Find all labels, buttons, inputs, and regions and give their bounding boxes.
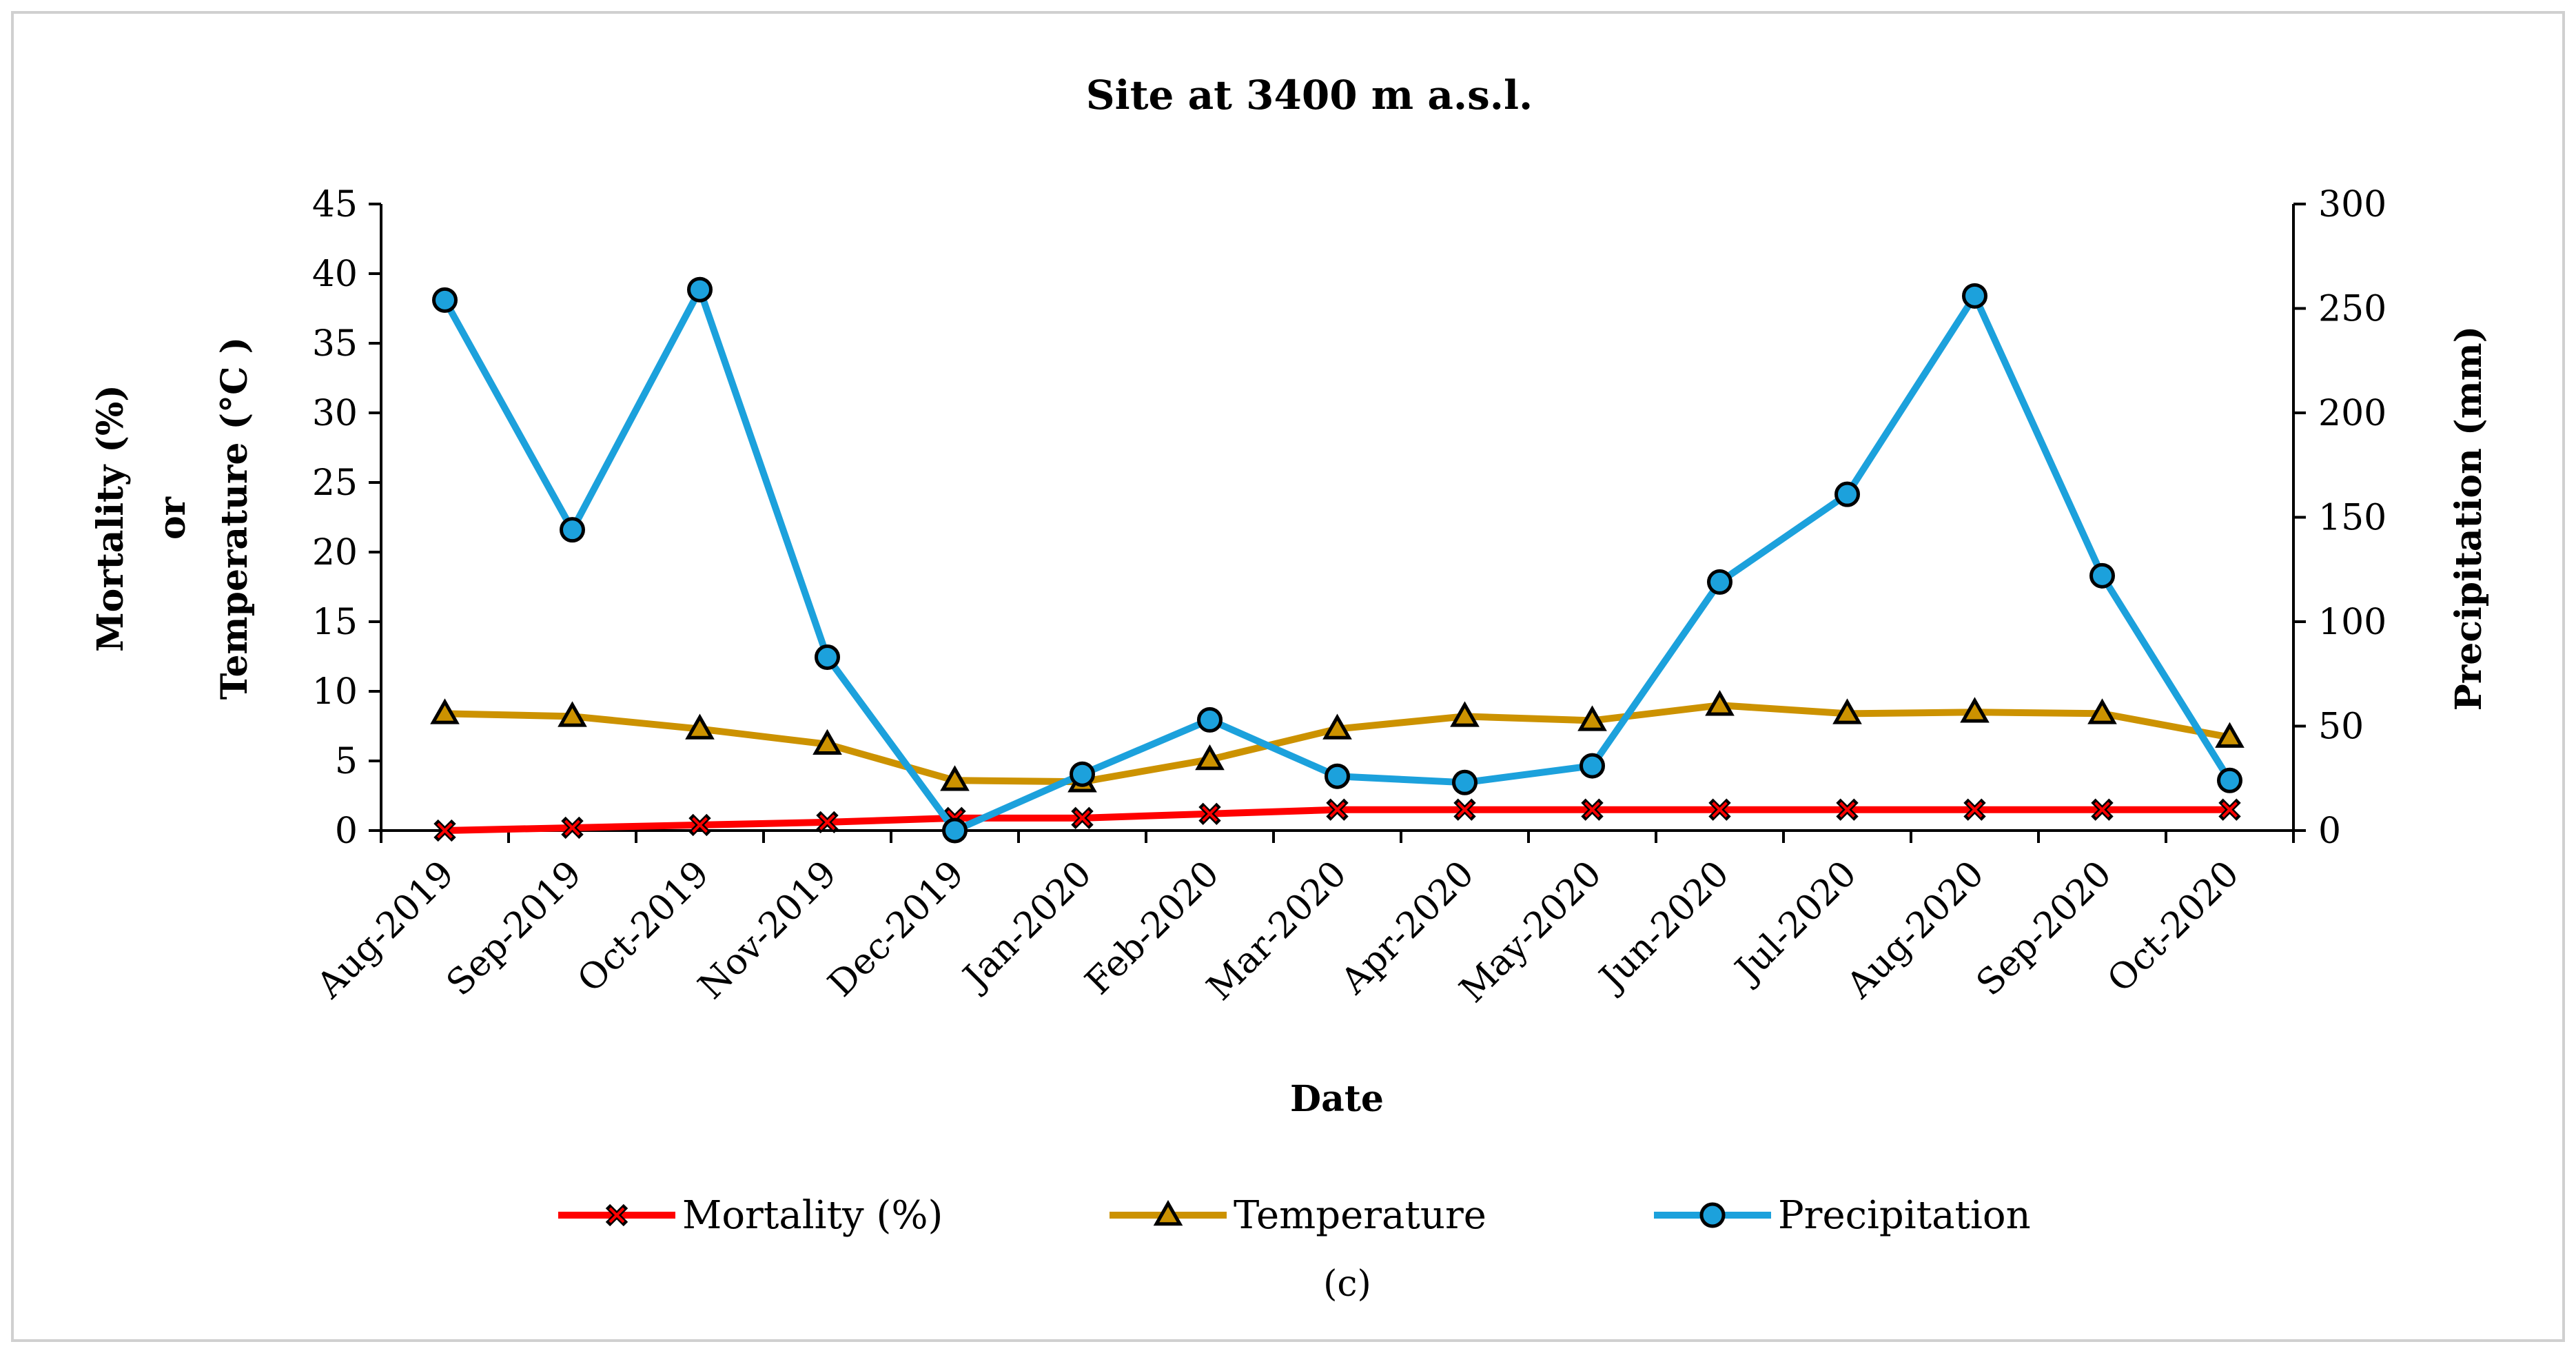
y-left-tick-label: 20 bbox=[312, 532, 358, 573]
data-point-mortality bbox=[2218, 798, 2241, 821]
x-marker-stroke bbox=[819, 814, 835, 831]
data-point-precipitation bbox=[1580, 753, 1605, 779]
data-point-mortality bbox=[561, 816, 584, 840]
data-point-precipitation bbox=[687, 276, 713, 303]
data-point-mortality bbox=[1581, 798, 1604, 821]
x-marker-stroke bbox=[692, 817, 708, 833]
legend-label: Mortality (%) bbox=[682, 1193, 943, 1238]
data-point-mortality bbox=[2091, 798, 2114, 821]
data-point-temperature bbox=[940, 765, 970, 791]
y-left-title-line: Temperature (°C ) bbox=[214, 337, 256, 700]
x-marker-stroke bbox=[1329, 802, 1345, 818]
x-marker-stroke bbox=[1712, 802, 1728, 818]
data-point-temperature bbox=[1195, 744, 1225, 771]
series-layer bbox=[430, 276, 2245, 844]
data-point-mortality bbox=[1453, 798, 1476, 821]
data-point-mortality bbox=[816, 811, 839, 834]
data-point-temperature bbox=[1832, 698, 1862, 724]
legend-label: Temperature bbox=[1234, 1193, 1486, 1238]
legend-item-precipitation: Precipitation bbox=[1654, 1193, 2031, 1238]
x-marker-stroke bbox=[609, 1207, 625, 1223]
legend-marker bbox=[1699, 1202, 1726, 1228]
data-point-mortality bbox=[1836, 798, 1859, 821]
data-point-temperature bbox=[812, 729, 842, 755]
y-right-axis-title: Precipitation (mm) bbox=[2448, 326, 2490, 711]
y-left-tick-label: 30 bbox=[312, 393, 358, 434]
data-point-precipitation bbox=[560, 517, 585, 543]
legend-item-temperature: Temperature bbox=[1110, 1193, 1486, 1238]
y-right-tick-label: 100 bbox=[2318, 602, 2386, 643]
data-point-temperature bbox=[1960, 697, 1990, 723]
data-point-mortality bbox=[1198, 802, 1221, 825]
y-right-tick-label: 150 bbox=[2318, 498, 2386, 539]
y-left-tick-label: 0 bbox=[335, 811, 358, 852]
y-left-title-line: or bbox=[152, 496, 194, 540]
legend-marker bbox=[605, 1203, 628, 1227]
data-point-precipitation bbox=[2089, 562, 2115, 589]
data-point-temperature bbox=[558, 701, 587, 727]
data-point-mortality bbox=[688, 813, 711, 837]
data-point-temperature bbox=[2087, 698, 2117, 724]
data-point-mortality bbox=[1963, 798, 1986, 821]
data-point-precipitation bbox=[1707, 569, 1732, 595]
y-right-tick-label: 300 bbox=[2318, 184, 2386, 225]
x-axis-title: Date bbox=[1290, 1078, 1384, 1120]
y-right-tick-label: 50 bbox=[2318, 706, 2364, 748]
data-point-precipitation bbox=[1197, 706, 1223, 733]
y-right-tick-label: 0 bbox=[2318, 811, 2341, 852]
data-point-precipitation bbox=[942, 817, 968, 844]
y-left-title-line: Mortality (%) bbox=[90, 385, 132, 652]
y-left-tick-label: 40 bbox=[312, 254, 358, 295]
x-marker-stroke bbox=[1967, 802, 1983, 818]
x-marker-stroke bbox=[1839, 802, 1855, 818]
data-point-precipitation bbox=[1325, 763, 1350, 789]
y-left-tick-label: 35 bbox=[312, 323, 358, 365]
legend: Mortality (%) Temperature Precipitation bbox=[558, 1193, 2031, 1238]
data-point-precipitation bbox=[2217, 767, 2242, 793]
x-marker-stroke bbox=[564, 820, 580, 836]
data-point-precipitation bbox=[1452, 769, 1478, 795]
x-marker-stroke bbox=[1074, 810, 1090, 826]
data-point-mortality bbox=[1326, 798, 1349, 821]
y-left-tick-label: 15 bbox=[312, 602, 358, 643]
y-left-axis-title: Mortality (%) or Temperature (°C ) bbox=[90, 337, 256, 700]
series-precipitation bbox=[432, 276, 2242, 844]
y-left-tick-label: 5 bbox=[335, 741, 358, 782]
y-left-tick-label: 10 bbox=[312, 671, 358, 713]
chart-border bbox=[11, 11, 2565, 1342]
data-point-precipitation bbox=[815, 644, 840, 671]
data-point-precipitation bbox=[1070, 761, 1095, 787]
data-point-temperature bbox=[1577, 705, 1607, 731]
y-left-tick-label: 25 bbox=[312, 462, 358, 504]
legend-item-mortality: Mortality (%) bbox=[558, 1193, 943, 1238]
y-left-tick-label: 45 bbox=[312, 184, 358, 225]
x-marker-stroke bbox=[2094, 802, 2110, 818]
data-point-precipitation bbox=[1962, 283, 1987, 309]
x-marker-stroke bbox=[1202, 806, 1218, 822]
data-point-temperature bbox=[1450, 701, 1480, 727]
data-point-mortality bbox=[1708, 798, 1731, 821]
legend-marker bbox=[1153, 1199, 1183, 1226]
series-mortality bbox=[433, 798, 2241, 842]
y-right-tick-label: 200 bbox=[2318, 393, 2386, 434]
legend-label: Precipitation bbox=[1778, 1193, 2031, 1238]
data-point-mortality bbox=[433, 819, 456, 842]
data-point-temperature bbox=[2215, 722, 2245, 748]
chart-title: Site at 3400 m a.s.l. bbox=[1086, 72, 1533, 119]
x-marker-stroke bbox=[437, 822, 453, 839]
figure-caption: (c) bbox=[1323, 1263, 1371, 1305]
data-point-precipitation bbox=[1834, 481, 1860, 507]
data-point-temperature bbox=[430, 698, 460, 724]
data-point-temperature bbox=[1322, 713, 1352, 740]
x-marker-stroke bbox=[1584, 802, 1600, 818]
data-point-temperature bbox=[685, 713, 715, 740]
y-right-tick-label: 250 bbox=[2318, 289, 2386, 330]
x-marker-stroke bbox=[2222, 802, 2238, 818]
data-point-mortality bbox=[1071, 806, 1094, 830]
data-point-precipitation bbox=[432, 287, 458, 313]
x-marker-stroke bbox=[1457, 802, 1473, 818]
data-point-temperature bbox=[1705, 690, 1735, 716]
